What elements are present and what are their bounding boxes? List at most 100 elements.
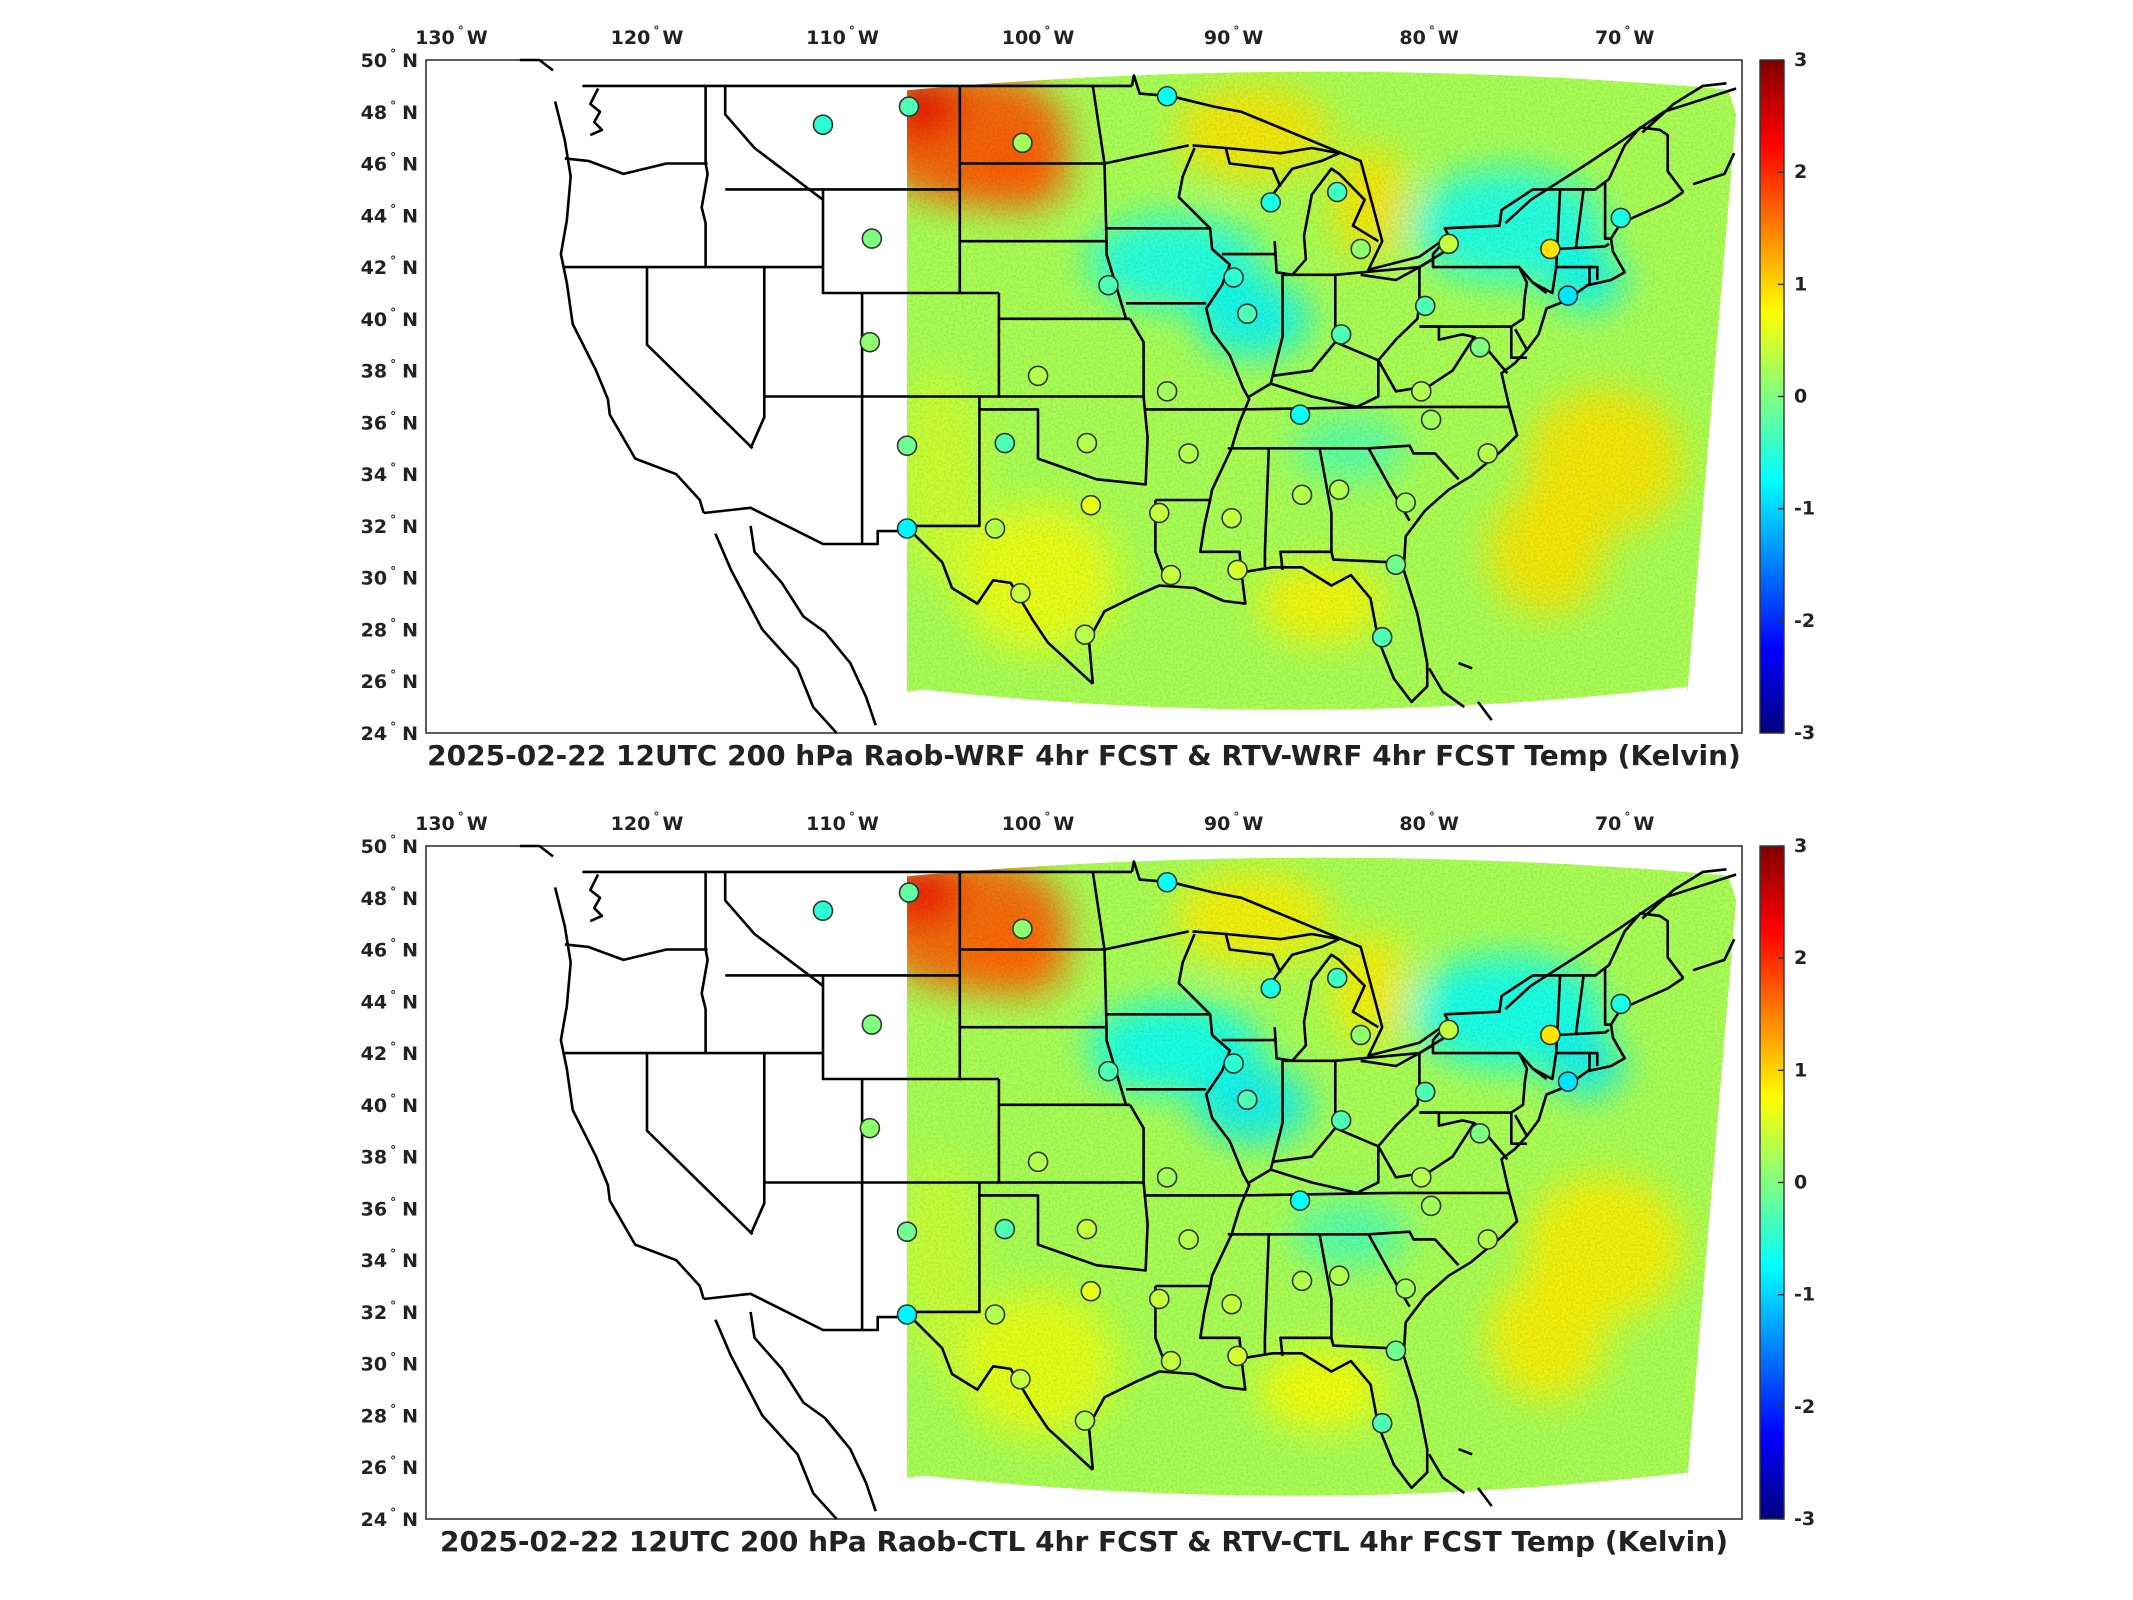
station-marker[interactable] xyxy=(859,1117,881,1139)
station-marker[interactable] xyxy=(1074,624,1096,645)
map-frame xyxy=(425,845,1743,1520)
station-marker[interactable] xyxy=(861,228,883,249)
station-marker[interactable] xyxy=(1178,443,1199,464)
station-marker[interactable] xyxy=(1350,1024,1371,1046)
station-marker[interactable] xyxy=(1420,1195,1442,1217)
station-marker[interactable] xyxy=(1330,1110,1352,1131)
station-marker[interactable] xyxy=(1371,626,1393,648)
station-marker[interactable] xyxy=(859,331,881,353)
station-marker[interactable] xyxy=(1610,207,1632,229)
station-marker[interactable] xyxy=(1395,492,1416,513)
station-marker[interactable] xyxy=(1395,1278,1416,1299)
station-marker[interactable] xyxy=(1227,1345,1248,1367)
lat-tick-label: 26 ° N xyxy=(361,668,418,693)
lat-tick-label: 44 ° N xyxy=(361,202,418,227)
station-marker[interactable] xyxy=(1260,192,1282,213)
station-marker[interactable] xyxy=(1156,85,1178,107)
station-marker[interactable] xyxy=(1385,554,1407,576)
map-panel-wrf: 130 ° W 120 ° W 110 ° W 100 ° W 90 ° W 80 ° W 70 ° W 50 ° N 48 ° N… xyxy=(361,24,1815,772)
station-marker[interactable] xyxy=(1557,1071,1579,1092)
station-marker[interactable] xyxy=(1221,1293,1242,1315)
station-marker[interactable] xyxy=(1385,1340,1407,1362)
station-marker[interactable] xyxy=(1291,484,1313,506)
station-marker[interactable] xyxy=(1221,507,1242,529)
station-marker[interactable] xyxy=(1414,1081,1436,1103)
station-marker[interactable] xyxy=(1223,1053,1244,1074)
station-marker[interactable] xyxy=(1540,238,1561,260)
station-marker[interactable] xyxy=(896,1221,918,1242)
station-marker[interactable] xyxy=(896,518,918,539)
station-marker[interactable] xyxy=(1326,967,1348,989)
lon-tick-label: 100 ° W xyxy=(1002,24,1075,49)
station-marker[interactable] xyxy=(812,900,834,922)
station-marker[interactable] xyxy=(1156,381,1178,402)
lon-tick-label: 70 ° W xyxy=(1595,24,1654,49)
station-marker[interactable] xyxy=(1328,479,1350,500)
colorbar-tick-label: -1 xyxy=(1794,498,1815,520)
station-marker[interactable] xyxy=(1156,1167,1178,1188)
station-marker[interactable] xyxy=(1076,432,1098,454)
station-marker[interactable] xyxy=(1012,918,1033,940)
station-marker[interactable] xyxy=(812,114,834,136)
station-marker[interactable] xyxy=(1260,978,1282,999)
station-marker[interactable] xyxy=(1469,1123,1491,1144)
station-marker[interactable] xyxy=(1411,1167,1432,1188)
station-marker[interactable] xyxy=(896,435,918,456)
station-marker[interactable] xyxy=(1438,233,1459,255)
station-marker[interactable] xyxy=(1010,1368,1031,1390)
station-marker[interactable] xyxy=(1540,1024,1561,1046)
station-marker[interactable] xyxy=(1227,559,1248,581)
lat-tick-label: 50 ° N xyxy=(361,833,418,858)
station-marker[interactable] xyxy=(994,432,1016,454)
station-marker[interactable] xyxy=(1148,1288,1170,1310)
station-marker[interactable] xyxy=(994,1218,1016,1240)
station-marker[interactable] xyxy=(861,1014,883,1035)
station-marker[interactable] xyxy=(1012,132,1033,154)
station-marker[interactable] xyxy=(1477,443,1499,464)
station-marker[interactable] xyxy=(1350,238,1371,260)
station-marker[interactable] xyxy=(898,882,920,903)
lat-tick-label: 40 ° N xyxy=(361,306,418,331)
station-marker[interactable] xyxy=(1080,1280,1102,1302)
colorbar-tick-label: -2 xyxy=(1794,610,1815,632)
station-marker[interactable] xyxy=(1076,1218,1098,1240)
station-marker[interactable] xyxy=(1236,303,1258,324)
station-marker[interactable] xyxy=(1414,295,1436,317)
station-marker[interactable] xyxy=(1557,285,1579,306)
station-marker[interactable] xyxy=(1411,381,1432,402)
station-marker[interactable] xyxy=(1098,274,1119,296)
station-marker[interactable] xyxy=(1080,494,1102,516)
station-marker[interactable] xyxy=(1027,1151,1049,1173)
station-marker[interactable] xyxy=(984,518,1006,539)
lon-tick-label: 100 ° W xyxy=(1002,810,1075,835)
station-marker[interactable] xyxy=(1098,1060,1119,1082)
station-marker[interactable] xyxy=(1156,871,1178,893)
lat-tick-label: 34 ° N xyxy=(361,461,418,486)
station-marker[interactable] xyxy=(1438,1019,1459,1041)
station-marker[interactable] xyxy=(1477,1229,1499,1250)
lat-tick-label: 38 ° N xyxy=(361,1144,418,1169)
station-marker[interactable] xyxy=(984,1304,1006,1325)
station-marker[interactable] xyxy=(1371,1412,1393,1434)
station-marker[interactable] xyxy=(898,96,920,117)
station-marker[interactable] xyxy=(1160,1350,1182,1372)
station-marker[interactable] xyxy=(1289,404,1311,425)
station-marker[interactable] xyxy=(1330,324,1352,345)
station-marker[interactable] xyxy=(1420,409,1442,431)
station-marker[interactable] xyxy=(1328,1265,1350,1286)
station-marker[interactable] xyxy=(1010,582,1031,604)
station-marker[interactable] xyxy=(1610,993,1632,1015)
lat-tick-label: 36 ° N xyxy=(361,1195,418,1220)
station-marker[interactable] xyxy=(1160,564,1182,586)
station-marker[interactable] xyxy=(1027,365,1049,387)
station-marker[interactable] xyxy=(1291,1270,1313,1292)
station-marker[interactable] xyxy=(1148,502,1170,524)
station-marker[interactable] xyxy=(1074,1410,1096,1431)
station-marker[interactable] xyxy=(1178,1229,1199,1250)
station-marker[interactable] xyxy=(1289,1190,1311,1211)
station-marker[interactable] xyxy=(1326,181,1348,203)
station-marker[interactable] xyxy=(1223,267,1244,288)
station-marker[interactable] xyxy=(896,1304,918,1325)
station-marker[interactable] xyxy=(1469,337,1491,358)
station-marker[interactable] xyxy=(1236,1089,1258,1110)
